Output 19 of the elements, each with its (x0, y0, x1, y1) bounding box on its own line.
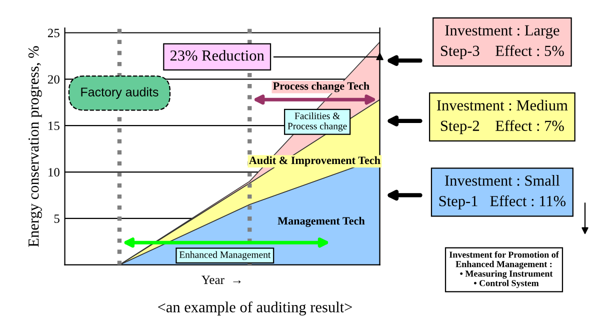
text: Investment for Promotion of Enhanced Management : • Measuring Instrument • Control System (449, 251, 559, 288)
y-tick-label: 25 (48, 28, 60, 38)
annotation: Enhanced Management (179, 251, 271, 260)
text: Investment : Medium Step-2 Effect : 7% (436, 100, 568, 134)
annotation: Facilities & Process change (288, 112, 347, 132)
text: <an example of auditing result> (158, 301, 352, 316)
y-axis-title: Energy conservation progress, % (28, 46, 42, 247)
y-tick-label: 15 (48, 122, 60, 130)
y-tick-label: 20 (48, 75, 60, 84)
series-label: Audit & Improvement Tech (249, 156, 380, 166)
series-label: Process change Tech (273, 82, 370, 92)
annotation: Factory audits (81, 87, 158, 99)
y-tick-label: 10 (48, 168, 60, 176)
y-tick-label: 5 (54, 214, 60, 223)
text: Investment : Small Step-1 Effect : 11% (439, 175, 566, 210)
series-label: Management Tech (278, 216, 365, 227)
annotation: 23% Reduction (170, 50, 264, 61)
x-axis-title: Year → (202, 276, 241, 284)
text: Investment : Large Step-3 Effect : 5% (440, 25, 564, 60)
